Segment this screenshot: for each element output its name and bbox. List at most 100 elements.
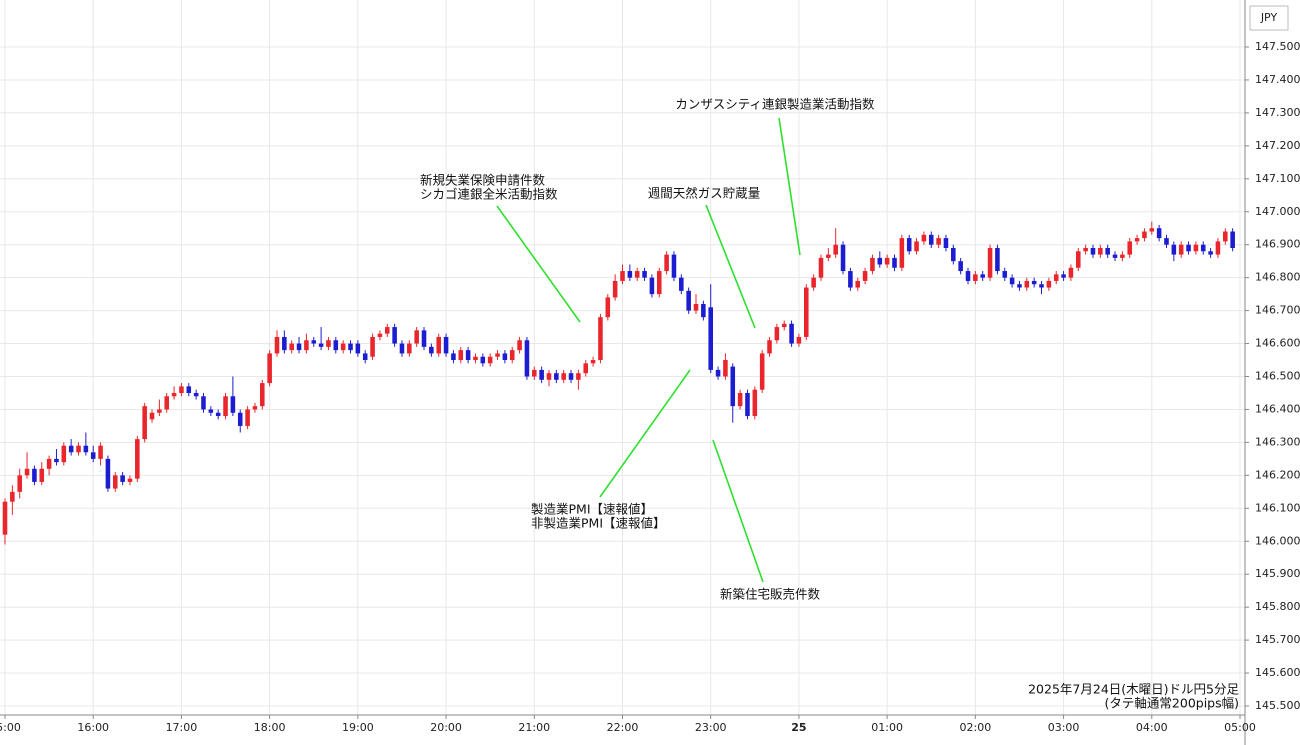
candle-body bbox=[68, 445, 74, 453]
candle-body bbox=[774, 327, 780, 341]
candle-body bbox=[1127, 241, 1133, 255]
candle-body bbox=[458, 350, 464, 361]
y-tick-label: 146.700 bbox=[1255, 304, 1300, 317]
candle-body bbox=[590, 360, 596, 364]
unit-label: JPY bbox=[1260, 11, 1278, 24]
candle-body bbox=[686, 290, 691, 311]
candle-body bbox=[561, 373, 566, 380]
candle-body bbox=[1090, 247, 1096, 255]
candle-body bbox=[443, 336, 449, 354]
candle-body bbox=[862, 271, 868, 281]
candle-body bbox=[943, 238, 949, 248]
candle-body bbox=[796, 336, 802, 344]
candle-body bbox=[524, 340, 530, 377]
candle-body bbox=[1024, 280, 1030, 288]
candle-body bbox=[980, 274, 985, 278]
y-tick-label: 147.300 bbox=[1255, 106, 1300, 119]
x-tick-label: 15:00 bbox=[0, 721, 21, 734]
y-tick-label: 146.400 bbox=[1255, 402, 1300, 415]
candle-body bbox=[995, 247, 1000, 272]
candle-body bbox=[1105, 247, 1110, 255]
candle-body bbox=[1009, 277, 1015, 285]
candle-body bbox=[840, 244, 846, 272]
y-tick-label: 146.800 bbox=[1255, 271, 1300, 284]
candle-body bbox=[171, 392, 177, 397]
y-tick-label: 147.500 bbox=[1255, 40, 1300, 53]
candle-body bbox=[83, 445, 89, 453]
candle-body bbox=[1098, 247, 1103, 255]
annotation-connector bbox=[705, 204, 756, 329]
annotation: 非製造業PMI【速報値】 bbox=[531, 516, 666, 531]
candle-body bbox=[61, 445, 67, 463]
candle-body bbox=[473, 356, 478, 361]
candle-body bbox=[289, 343, 294, 351]
candle-body bbox=[620, 271, 625, 281]
candle-body bbox=[906, 238, 912, 252]
candle-body bbox=[326, 340, 331, 347]
chart-note: 2025年7月24日(木曜日)ドル円5分足 bbox=[1028, 682, 1239, 697]
candle-body bbox=[1193, 244, 1199, 252]
candle-body bbox=[509, 350, 515, 361]
x-tick-label: 22:00 bbox=[607, 721, 639, 734]
candle-body bbox=[752, 389, 758, 417]
candle-body bbox=[90, 452, 96, 459]
candle-body bbox=[1017, 284, 1022, 288]
candle-body bbox=[384, 327, 390, 334]
candle-body bbox=[730, 366, 736, 407]
candle-body bbox=[1061, 274, 1066, 278]
candle-body bbox=[414, 330, 419, 344]
x-tick-label: 17:00 bbox=[166, 721, 198, 734]
y-tick-label: 146.000 bbox=[1255, 534, 1300, 547]
y-tick-label: 147.100 bbox=[1255, 172, 1300, 185]
candle-body bbox=[1171, 244, 1177, 255]
candle-body bbox=[1215, 241, 1221, 255]
candle-body bbox=[252, 406, 258, 410]
candle-body bbox=[223, 396, 228, 417]
candle-body bbox=[201, 396, 206, 410]
candle-body bbox=[149, 412, 155, 420]
candle-body bbox=[767, 340, 772, 354]
candle-body bbox=[260, 383, 265, 407]
candle-body bbox=[17, 475, 22, 492]
candle-body bbox=[1230, 231, 1235, 248]
candle-body bbox=[451, 353, 456, 361]
candle-body bbox=[1223, 231, 1228, 242]
candle-body bbox=[1208, 251, 1213, 255]
candle-body bbox=[436, 336, 441, 354]
y-tick-label: 145.600 bbox=[1255, 666, 1300, 679]
candle-body bbox=[502, 353, 508, 361]
x-tick-label: 16:00 bbox=[77, 721, 109, 734]
candle-body bbox=[781, 323, 787, 328]
candle-body bbox=[892, 257, 897, 268]
candle-body bbox=[958, 261, 963, 272]
candle-body bbox=[24, 468, 30, 476]
candle-body bbox=[215, 412, 221, 417]
candle-body bbox=[642, 271, 647, 278]
candle-body bbox=[370, 336, 375, 357]
candle-body bbox=[921, 234, 927, 242]
annotation-connector bbox=[778, 117, 801, 256]
candle-body bbox=[1039, 284, 1044, 288]
candle-body bbox=[1053, 274, 1059, 281]
candle-body bbox=[723, 360, 728, 377]
x-tick-label: 02:00 bbox=[960, 721, 992, 734]
candle-body bbox=[296, 343, 302, 351]
candle-body bbox=[1031, 280, 1037, 285]
y-tick-label: 145.500 bbox=[1255, 699, 1300, 712]
annotation: 新規失業保険申請件数 bbox=[420, 173, 546, 188]
candle-body bbox=[76, 445, 81, 453]
candle-body bbox=[877, 257, 883, 265]
candle-body bbox=[804, 287, 809, 337]
annotation: 新築住宅販売件数 bbox=[720, 587, 821, 602]
candle-body bbox=[605, 297, 611, 318]
candle-body bbox=[914, 241, 919, 252]
annotation-connector bbox=[712, 439, 764, 583]
candle-body bbox=[656, 271, 662, 295]
x-tick-label: 21:00 bbox=[518, 721, 550, 734]
candle-body bbox=[745, 392, 750, 417]
candle-body bbox=[965, 271, 971, 281]
annotation-connector bbox=[496, 205, 581, 323]
candle-body bbox=[546, 373, 552, 380]
candle-body bbox=[230, 396, 236, 413]
x-tick-label: 03:00 bbox=[1048, 721, 1080, 734]
